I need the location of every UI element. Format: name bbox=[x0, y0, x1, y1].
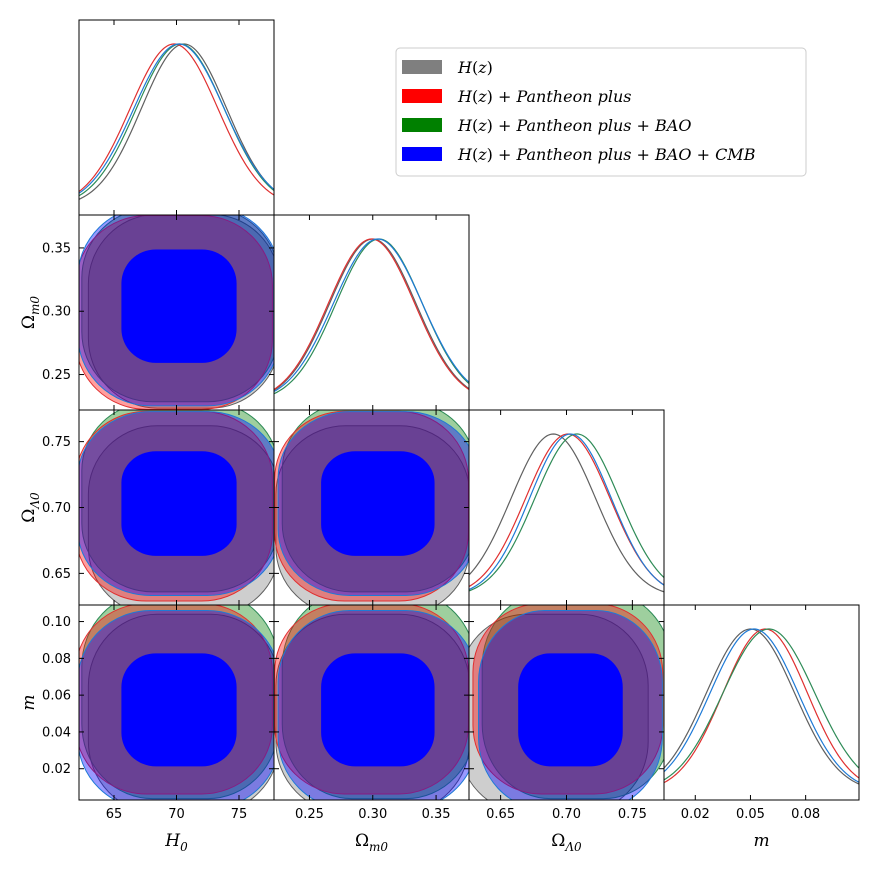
axis-label-H0: H0 bbox=[164, 831, 188, 854]
x-tick-label: 0.70 bbox=[552, 807, 581, 822]
contour-68-3 bbox=[121, 653, 237, 767]
density-curve-3 bbox=[663, 628, 860, 783]
panel-H0-m bbox=[79, 605, 274, 800]
y-tick-label: 0.02 bbox=[42, 762, 71, 777]
contour-68-3 bbox=[518, 653, 623, 767]
x-tick-label: 75 bbox=[231, 807, 248, 822]
legend-swatch-0 bbox=[402, 60, 442, 74]
panel-Om-m bbox=[274, 605, 469, 800]
y-tick-label: 0.10 bbox=[42, 615, 71, 630]
y-tick-label: 0.35 bbox=[42, 241, 71, 256]
density-curve-2 bbox=[468, 433, 665, 592]
legend-swatch-3 bbox=[402, 147, 442, 161]
x-tick-label: 0.65 bbox=[486, 807, 515, 822]
y-tick-label: 0.70 bbox=[42, 501, 71, 516]
density-curve-0 bbox=[468, 433, 665, 593]
panel-OL-m bbox=[469, 605, 664, 800]
density-curve-3 bbox=[468, 433, 665, 591]
density-curve-2 bbox=[663, 628, 860, 781]
contour-68-3 bbox=[121, 451, 237, 556]
x-tick-label: 0.75 bbox=[618, 807, 647, 822]
axis-label-m: m bbox=[19, 694, 39, 710]
contour-68-3 bbox=[321, 451, 435, 556]
axis-label-m: m bbox=[753, 831, 769, 851]
marginal-H0 bbox=[78, 43, 275, 200]
x-tick-label: 0.02 bbox=[681, 807, 710, 822]
panel-Om-OL bbox=[274, 410, 469, 605]
axis-label-OL: ΩΛ0 bbox=[19, 492, 42, 523]
density-curve-2 bbox=[273, 238, 470, 395]
y-tick-label: 0.25 bbox=[42, 368, 71, 383]
panel-frame-1-1 bbox=[273, 214, 470, 411]
y-tick-label: 0.30 bbox=[42, 305, 71, 320]
density-curve-0 bbox=[78, 43, 275, 200]
panel-H0-Om bbox=[79, 215, 274, 410]
density-curve-1 bbox=[78, 43, 275, 196]
legend-entry-2: H(z) + Pantheon plus + BAO bbox=[457, 116, 691, 135]
x-tick-label: 0.08 bbox=[791, 807, 820, 822]
x-tick-label: 0.30 bbox=[358, 807, 387, 822]
legend-box bbox=[395, 47, 807, 177]
legend-entry-1: H(z) + Pantheon plus bbox=[457, 87, 631, 106]
y-tick-label: 0.08 bbox=[42, 652, 71, 667]
axis-label-Om: Ωm0 bbox=[19, 296, 42, 329]
y-tick-label: 0.75 bbox=[42, 435, 71, 450]
panel-H0-OL bbox=[79, 410, 274, 605]
axis-label-Om: Ωm0 bbox=[355, 831, 388, 854]
density-curve-3 bbox=[273, 238, 470, 393]
panel-frame-3-3 bbox=[663, 604, 860, 801]
legend-entry-3: H(z) + Pantheon plus + BAO + CMB bbox=[457, 145, 756, 164]
contour-68-3 bbox=[321, 653, 435, 767]
y-tick-label: 0.04 bbox=[42, 725, 71, 740]
legend-entry-0: H(z) bbox=[457, 58, 493, 77]
marginal-Om bbox=[273, 238, 470, 395]
x-tick-label: 0.25 bbox=[295, 807, 324, 822]
marginal-m bbox=[663, 628, 860, 785]
contour-68-3 bbox=[121, 249, 237, 363]
panel-frame-0-0 bbox=[78, 19, 275, 216]
legend-swatch-1 bbox=[402, 89, 442, 103]
axis-label-OL: ΩΛ0 bbox=[551, 831, 582, 854]
density-curve-1 bbox=[663, 628, 860, 784]
legend: H(z) H(z) + Pantheon plus H(z) + Pantheon … bbox=[395, 47, 807, 177]
x-tick-label: 65 bbox=[106, 807, 123, 822]
x-tick-label: 70 bbox=[168, 807, 185, 822]
y-tick-label: 0.06 bbox=[42, 689, 71, 704]
density-curve-0 bbox=[663, 628, 860, 785]
y-tick-label: 0.65 bbox=[42, 567, 71, 582]
legend-swatch-2 bbox=[402, 118, 442, 132]
density-curve-1 bbox=[273, 238, 470, 390]
x-tick-label: 0.35 bbox=[422, 807, 451, 822]
x-tick-label: 0.05 bbox=[736, 807, 765, 822]
density-curve-3 bbox=[78, 43, 275, 194]
marginal-OL bbox=[468, 433, 665, 593]
